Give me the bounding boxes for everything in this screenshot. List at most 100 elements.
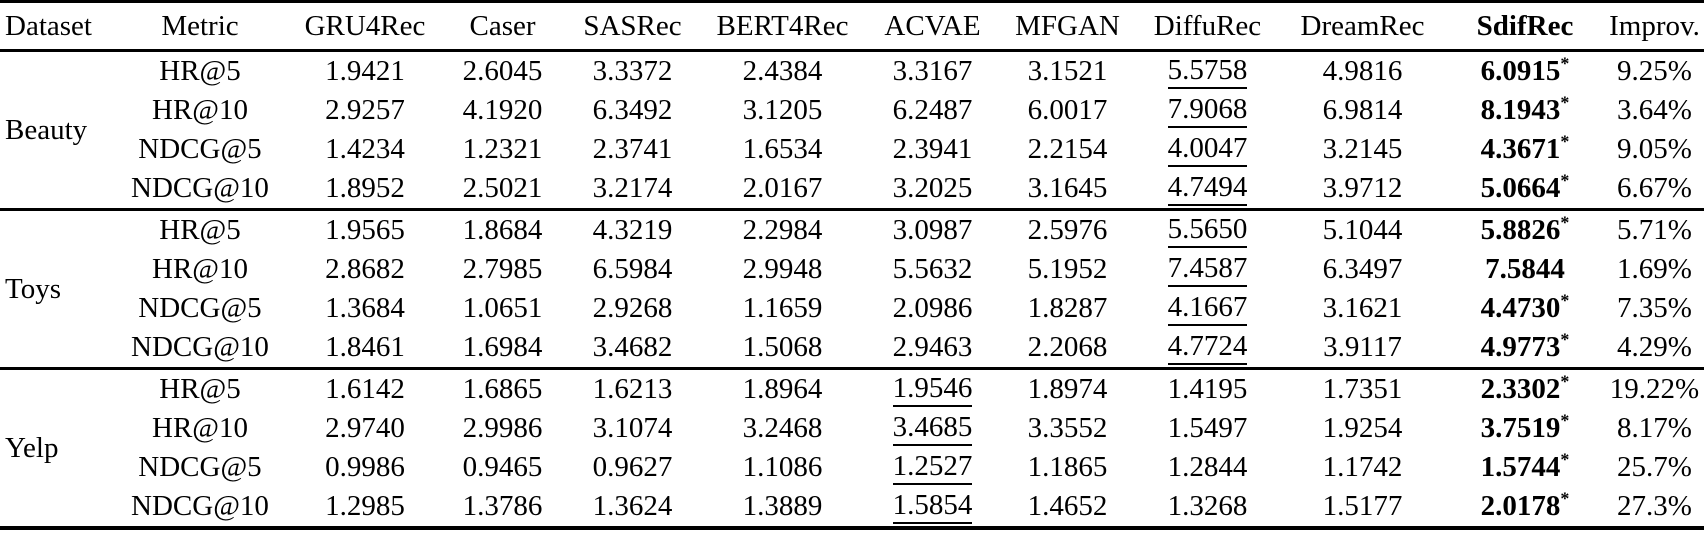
value-cell: 2.7985: [440, 250, 565, 289]
value-cell: 5.5650: [1135, 208, 1280, 250]
value-cell: 3.2468: [700, 409, 865, 448]
value-cell: 5.5632: [865, 250, 1000, 289]
metric-value: 2.9268: [592, 292, 673, 324]
value-cell: 2.8682: [290, 250, 440, 289]
column-header-sasrec: SASRec: [565, 1, 700, 52]
best-value: 2.3302*: [1480, 371, 1570, 405]
best-value: 4.9773*: [1480, 329, 1570, 363]
value-cell: 9.05%: [1605, 130, 1704, 169]
dataset-label: Beauty: [0, 49, 110, 210]
second-best-value: 5.5650: [1167, 214, 1248, 248]
metric-value: 1.7351: [1322, 373, 1403, 405]
value-cell: 6.67%: [1605, 169, 1704, 210]
metric-value: 2.9948: [742, 253, 823, 285]
value-cell: 5.0664*: [1445, 169, 1605, 210]
table-row: HR@10 2.9740 2.9986 3.1074 3.2468 3.4685 3.355…: [0, 409, 1704, 448]
value-cell: 3.3372: [565, 49, 700, 91]
second-best-value: 5.5758: [1167, 55, 1248, 89]
metric-value: 1.3684: [325, 292, 405, 324]
metric-value: 1.0651: [462, 292, 543, 324]
value-cell: 3.1205: [700, 91, 865, 130]
second-best-value: 1.2527: [892, 451, 973, 485]
second-best-value: 7.4587: [1167, 253, 1248, 287]
metric-value: 5.1044: [1322, 214, 1403, 246]
metric-value: 1.6865: [462, 373, 543, 405]
metric-value: 6.67%: [1617, 172, 1692, 204]
metric-value: 3.2174: [592, 172, 673, 204]
value-cell: 4.4730*: [1445, 289, 1605, 328]
value-cell: 3.9117: [1280, 328, 1445, 369]
value-cell: 3.2174: [565, 169, 700, 210]
value-cell: 2.5976: [1000, 208, 1135, 250]
metric-value: 1.1659: [742, 292, 823, 324]
metric-value: 6.9814: [1322, 94, 1403, 126]
metric-value: 3.1074: [592, 412, 673, 444]
value-cell: 9.25%: [1605, 49, 1704, 91]
value-cell: 1.9546: [865, 367, 1000, 409]
metric-value: 1.4652: [1027, 490, 1108, 522]
metric-value: 2.2154: [1027, 133, 1108, 165]
value-cell: 1.4652: [1000, 487, 1135, 528]
metric-value: 3.3552: [1027, 412, 1108, 444]
metric-value: 4.3219: [592, 214, 673, 246]
metric-value: 5.1952: [1027, 253, 1108, 285]
value-cell: 5.8826*: [1445, 208, 1605, 250]
metric-value: 1.6984: [462, 331, 543, 363]
value-cell: 1.8287: [1000, 289, 1135, 328]
metric-value: 1.9254: [1322, 412, 1403, 444]
value-cell: 1.3268: [1135, 487, 1280, 528]
value-cell: 4.7494: [1135, 169, 1280, 210]
metric-value: 2.5976: [1027, 214, 1108, 246]
best-value: 5.0664*: [1480, 170, 1570, 204]
value-cell: 6.9814: [1280, 91, 1445, 130]
metric-value: 7.35%: [1617, 292, 1692, 324]
metric-value: 2.3741: [592, 133, 673, 165]
value-cell: 4.1667: [1135, 289, 1280, 328]
value-cell: 25.7%: [1605, 448, 1704, 487]
value-cell: 2.9463: [865, 328, 1000, 369]
column-header-diffurec: DiffuRec: [1135, 1, 1280, 52]
metric-value: 9.25%: [1617, 55, 1692, 87]
metric-value: 0.9627: [592, 451, 673, 483]
value-cell: 4.3219: [565, 208, 700, 250]
column-header-acvae: ACVAE: [865, 1, 1000, 52]
second-best-value: 4.0047: [1167, 133, 1248, 167]
metric-value: 1.6534: [742, 133, 823, 165]
value-cell: 1.2527: [865, 448, 1000, 487]
value-cell: 1.3889: [700, 487, 865, 528]
value-cell: 3.3552: [1000, 409, 1135, 448]
metric-value: 27.3%: [1617, 490, 1692, 522]
value-cell: 1.1086: [700, 448, 865, 487]
significance-star: *: [1560, 329, 1570, 350]
metric-value: 2.9257: [325, 94, 405, 126]
table-body: Beauty HR@5 1.9421 2.6045 3.3372 2.4384 3.3167…: [0, 49, 1704, 528]
value-cell: 1.9421: [290, 49, 440, 91]
value-cell: 3.1645: [1000, 169, 1135, 210]
second-best-value: 1.5854: [892, 490, 973, 524]
value-cell: 1.8952: [290, 169, 440, 210]
metric-label: HR@10: [152, 412, 248, 444]
metric-value: 2.7985: [462, 253, 543, 285]
value-cell: 1.8974: [1000, 367, 1135, 409]
second-best-value: 4.7724: [1167, 331, 1248, 365]
value-cell: 1.2985: [290, 487, 440, 528]
best-value: 5.8826*: [1480, 212, 1570, 246]
table-row: NDCG@5 1.4234 1.2321 2.3741 1.6534 2.3941 2.21…: [0, 130, 1704, 169]
table-row: NDCG@5 1.3684 1.0651 2.9268 1.1659 2.0986 1.82…: [0, 289, 1704, 328]
metric-value: 3.3167: [892, 55, 973, 87]
best-value: 4.3671*: [1480, 131, 1570, 165]
value-cell: 7.5844: [1445, 250, 1605, 289]
metric-value: 2.9986: [462, 412, 543, 444]
value-cell: 1.8964: [700, 367, 865, 409]
best-value: 1.5744*: [1480, 449, 1570, 483]
metric-value: 2.4384: [742, 55, 823, 87]
metric-label: NDCG@10: [131, 490, 269, 522]
value-cell: 1.3786: [440, 487, 565, 528]
value-cell: 2.9948: [700, 250, 865, 289]
value-cell: 1.0651: [440, 289, 565, 328]
metric-value: 2.0986: [892, 292, 973, 324]
value-cell: 1.9565: [290, 208, 440, 250]
value-cell: 1.5177: [1280, 487, 1445, 528]
metric-value: 6.3497: [1322, 253, 1403, 285]
metric-value: 6.0017: [1027, 94, 1108, 126]
